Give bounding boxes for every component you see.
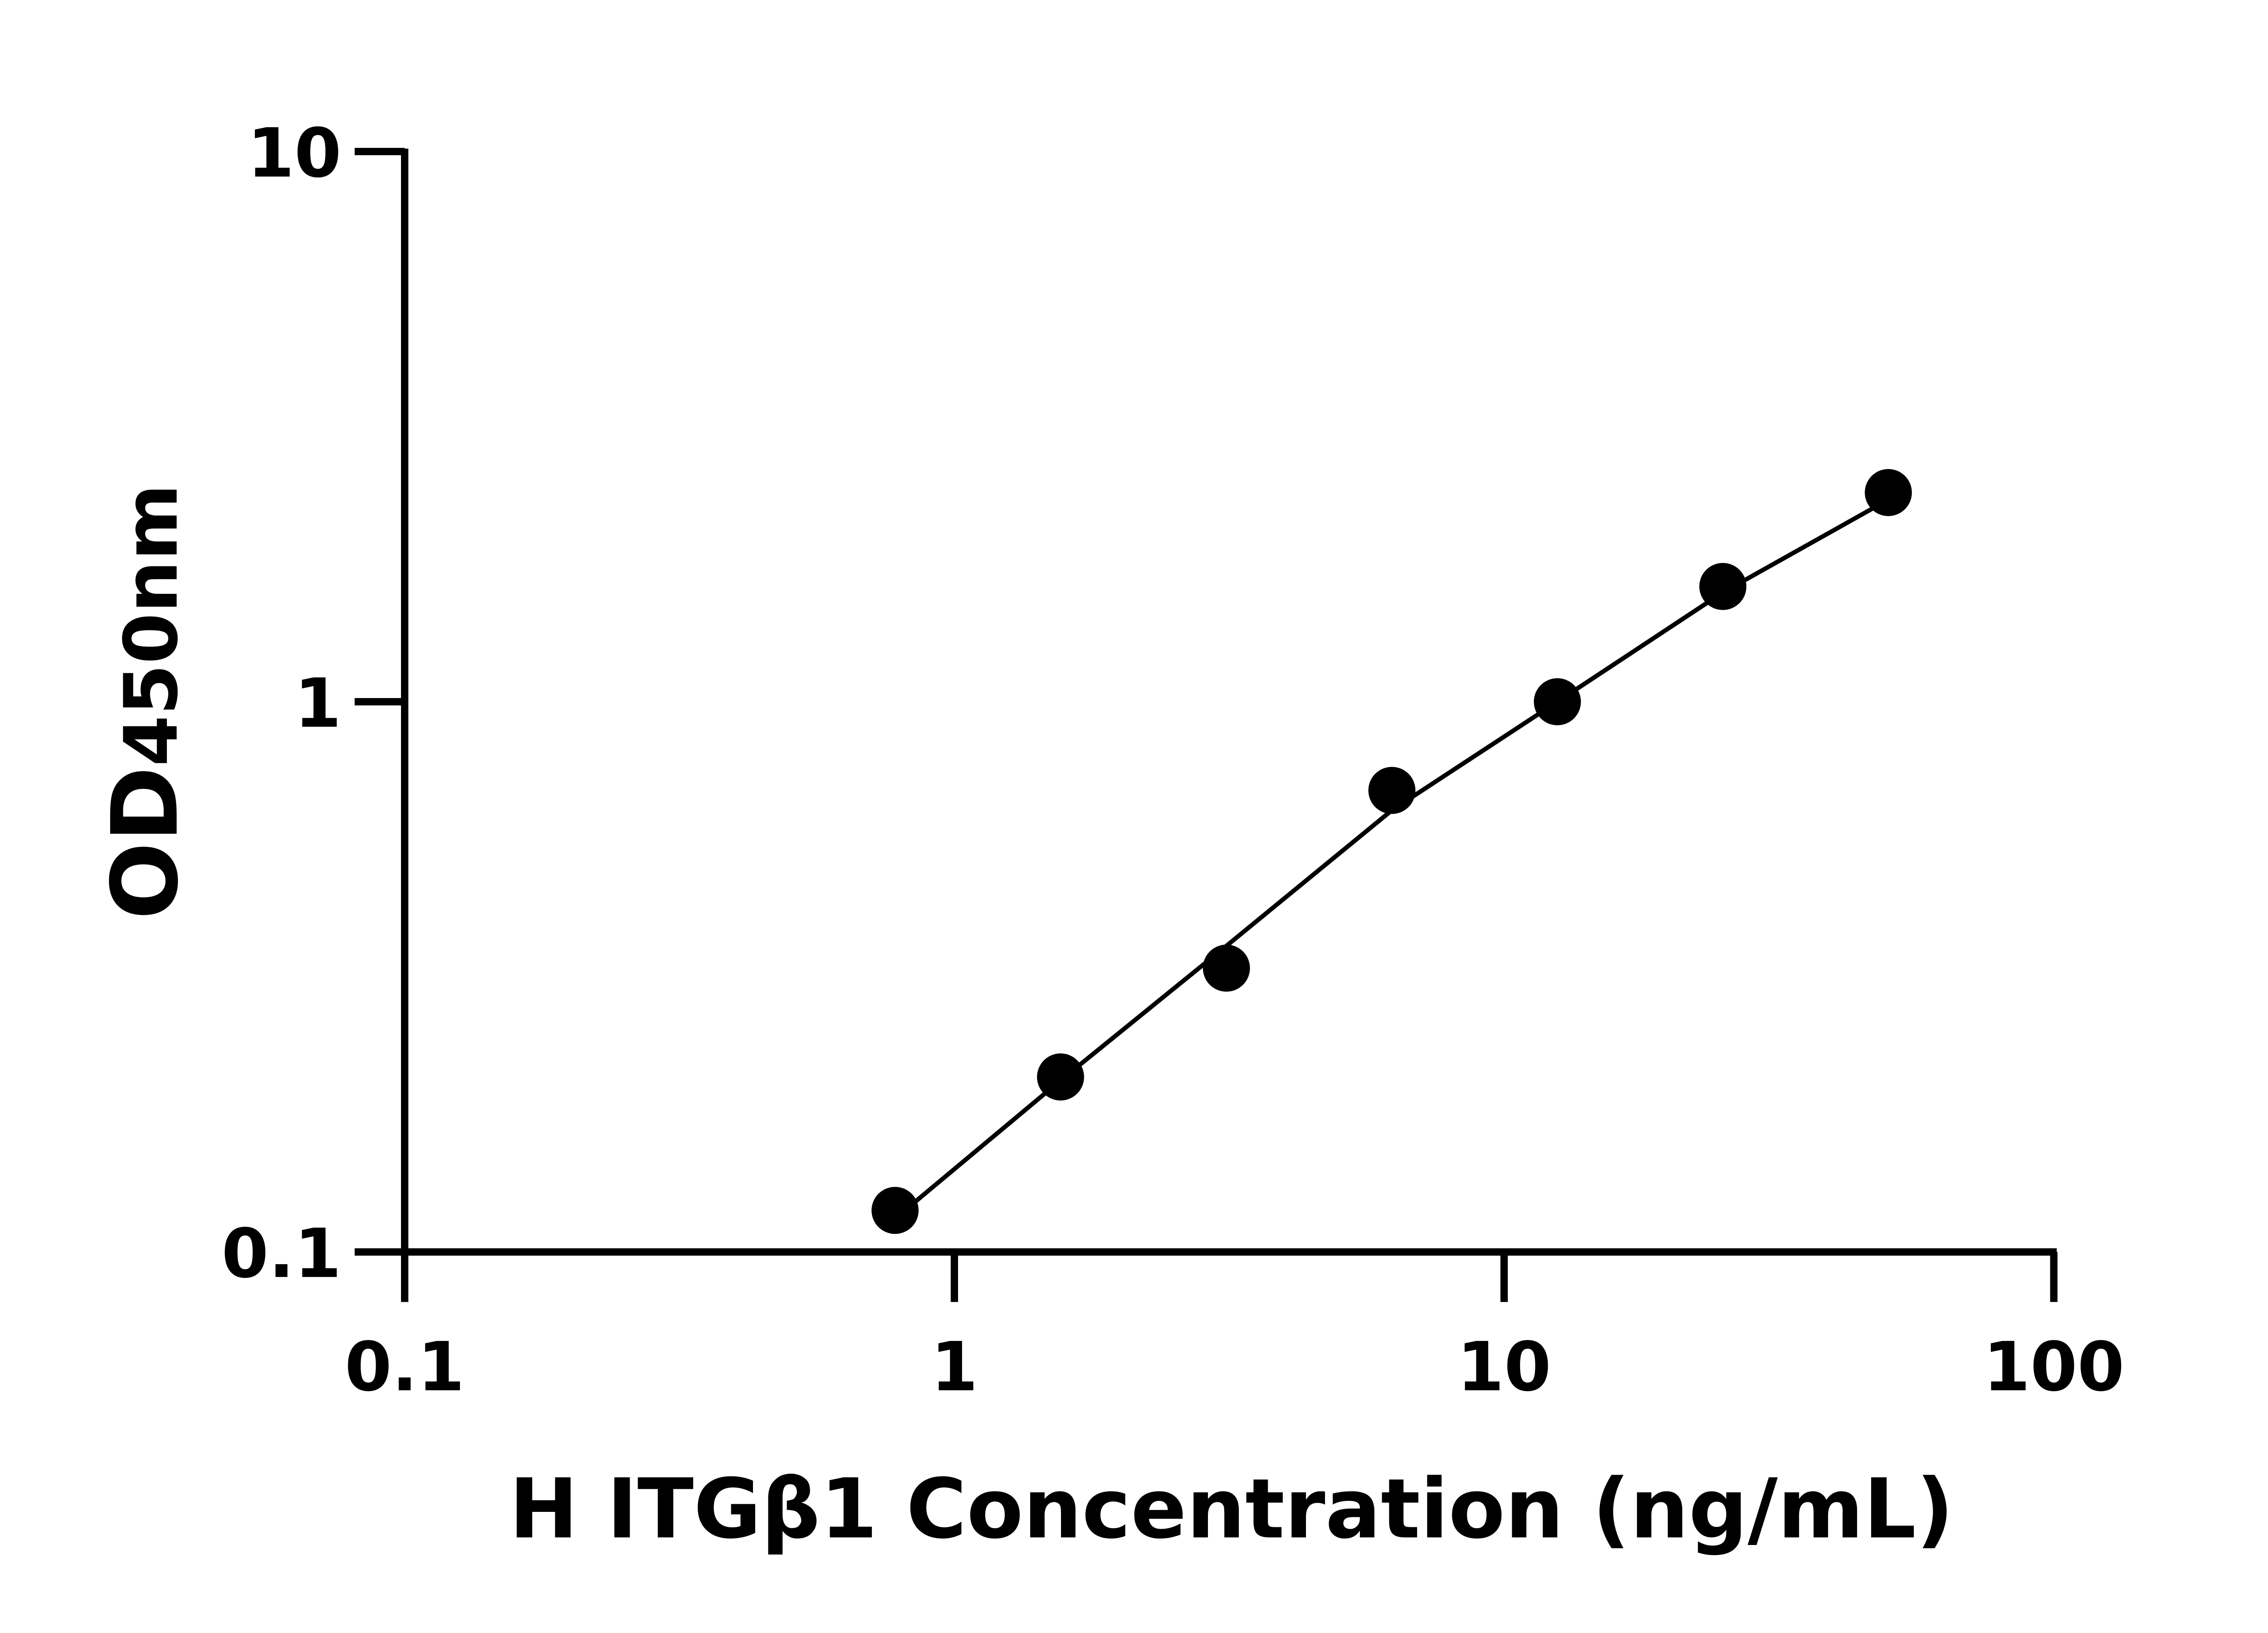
y-axis-title-main: OD: [92, 767, 198, 920]
x-tick-label: 1: [931, 1328, 978, 1407]
y-axis-title: OD450nm: [92, 484, 198, 920]
y-axis-title-sub: 450nm: [108, 484, 194, 767]
data-point: [1534, 678, 1581, 725]
x-axis-title: H ITGβ1 Concentration (ng/mL): [509, 1461, 1954, 1557]
data-point: [871, 1187, 919, 1234]
x-tick-label: 100: [1983, 1328, 2124, 1407]
x-tick-label: 10: [1457, 1328, 1551, 1407]
data-point: [1037, 1053, 1084, 1101]
y-tick-label: 0.1: [221, 1215, 341, 1293]
y-tick-label: 1: [294, 665, 342, 743]
data-point: [1202, 944, 1250, 992]
fit-curve: [894, 498, 1890, 1221]
data-point: [1699, 562, 1747, 610]
y-tick-label: 10: [247, 114, 342, 193]
data-point: [1865, 469, 1912, 516]
data-point: [1368, 767, 1416, 814]
x-tick-label: 0.1: [345, 1328, 464, 1407]
